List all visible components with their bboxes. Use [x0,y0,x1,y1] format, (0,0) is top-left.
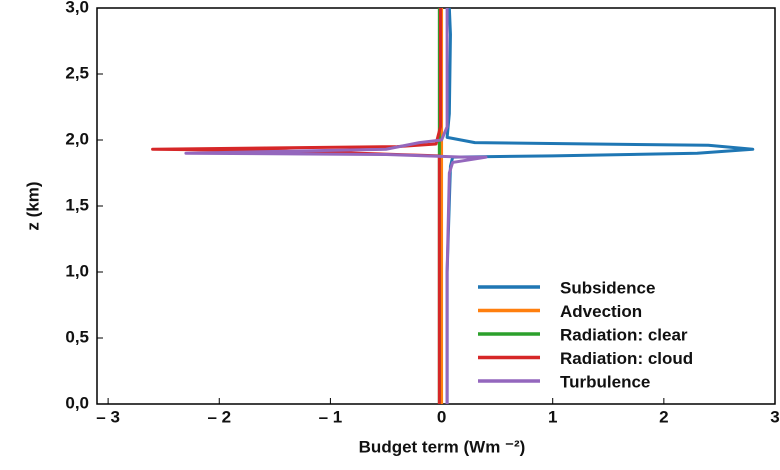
x-tick-label: 2 [659,407,668,426]
x-tick-label: – 2 [207,407,231,426]
y-tick-label: 0,0 [65,393,89,412]
series-line [153,8,441,404]
y-tick-label: 1,5 [65,195,89,214]
x-tick-label: – 3 [96,407,120,426]
y-tick-label: 2,0 [65,129,89,148]
y-axis-label: z (km) [23,181,42,230]
y-tick-label: 1,0 [65,261,89,280]
y-tick-label: 3,0 [65,0,89,16]
legend-label: Radiation: clear [560,325,688,344]
x-axis-label: Budget term (Wm ⁻²) [359,437,526,456]
x-tick-label: 1 [548,407,557,426]
series-line [447,8,753,404]
y-tick-label: 0,5 [65,327,89,346]
y-tick-label: 2,5 [65,63,89,82]
plot-frame [97,8,775,404]
legend-label: Advection [560,302,642,321]
chart: Budget term (Wm ⁻²) z (km) – 3 – 2 – 1 0 1 2 3… [0,0,780,465]
x-tick-label: 3 [770,407,779,426]
x-tick-label: 0 [437,407,446,426]
legend-label: Turbulence [560,372,650,391]
x-tick-label: – 1 [319,407,343,426]
legend-label: Subsidence [560,278,655,297]
legend-label: Radiation: cloud [560,349,693,368]
